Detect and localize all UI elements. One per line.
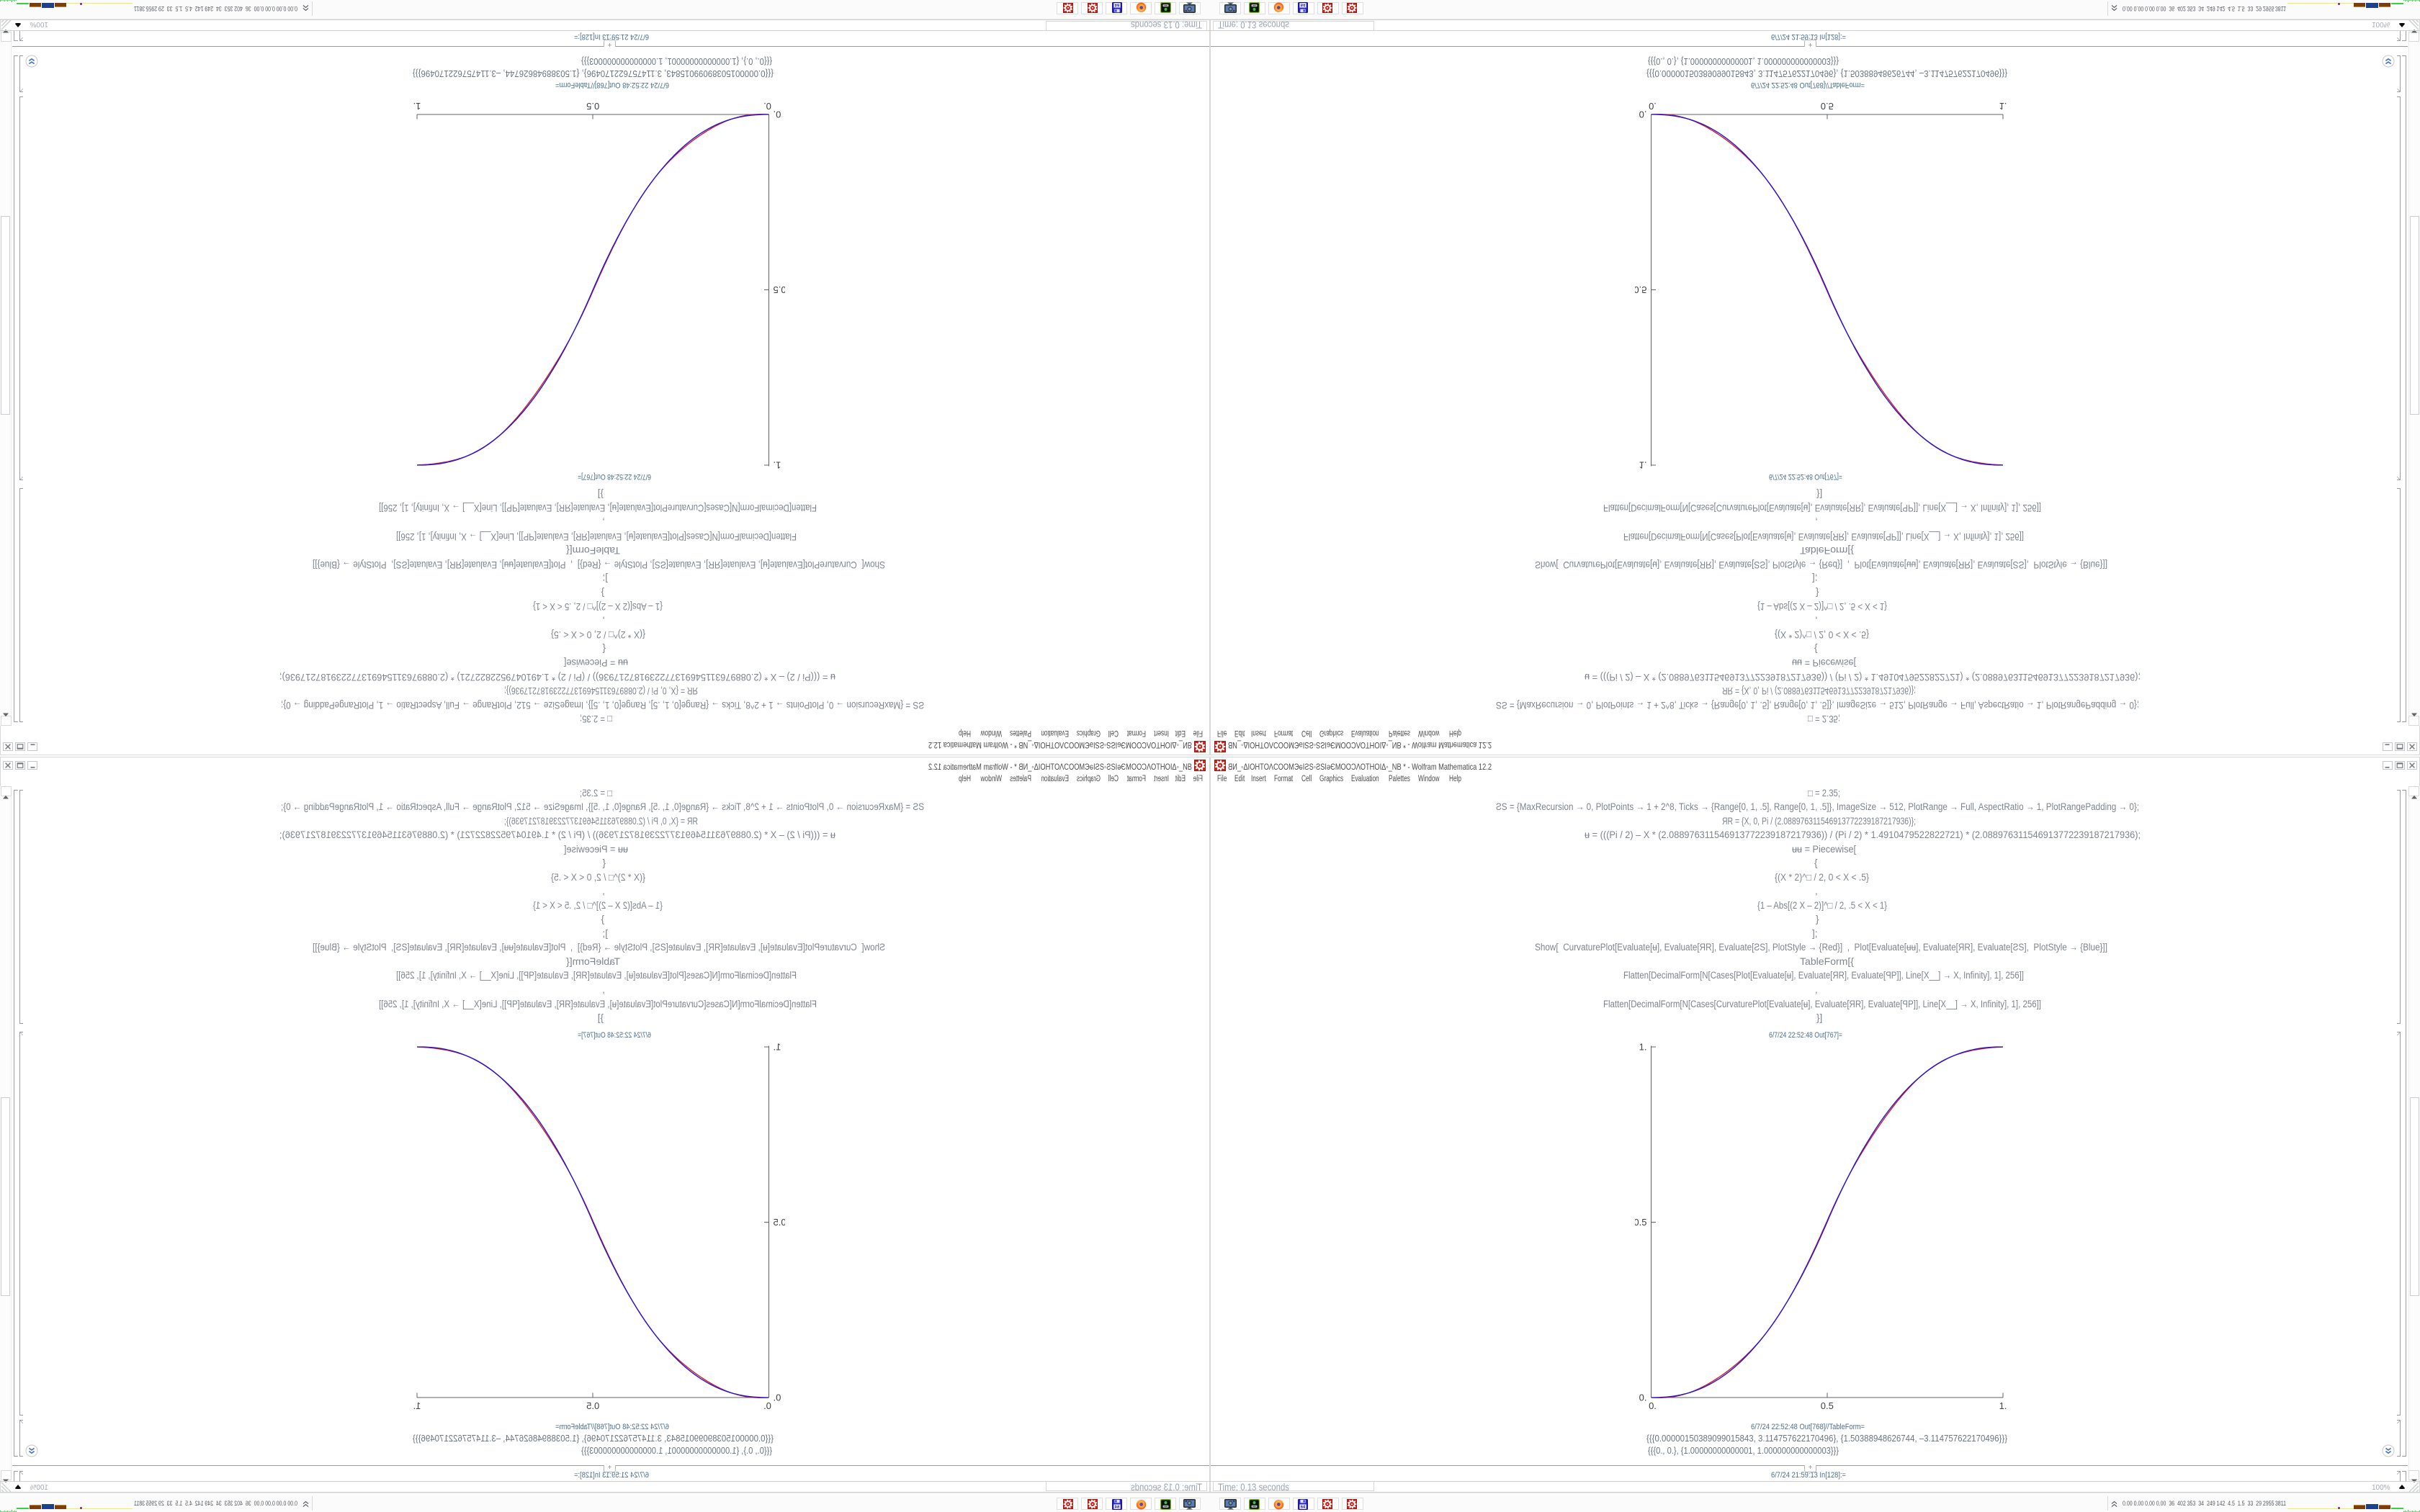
svg-text:0.5: 0.5 bbox=[1821, 101, 1834, 112]
svg-text:64: 64 bbox=[1114, 3, 1119, 7]
svg-text:0.5: 0.5 bbox=[774, 284, 786, 295]
svg-text:1.: 1. bbox=[774, 1043, 781, 1053]
svg-text:1.: 1. bbox=[413, 101, 421, 112]
svg-text:0.5: 0.5 bbox=[1635, 1217, 1647, 1228]
svg-text:64: 64 bbox=[1301, 1505, 1306, 1509]
svg-text:0.5: 0.5 bbox=[586, 1400, 599, 1411]
svg-text:1.: 1. bbox=[413, 1400, 421, 1411]
svg-text:64: 64 bbox=[1301, 3, 1306, 7]
svg-text:0.5: 0.5 bbox=[1821, 1400, 1834, 1411]
svg-text:1.: 1. bbox=[1639, 1043, 1647, 1053]
svg-text:0.: 0. bbox=[1649, 101, 1657, 112]
svg-text:1.: 1. bbox=[1639, 460, 1647, 470]
svg-text:0.: 0. bbox=[774, 1392, 781, 1403]
svg-text:1.: 1. bbox=[1999, 101, 2007, 112]
svg-text:1.: 1. bbox=[1999, 1400, 2007, 1411]
svg-text:1.: 1. bbox=[774, 460, 781, 470]
svg-text:0.5: 0.5 bbox=[774, 1217, 786, 1228]
svg-text:0.: 0. bbox=[1639, 109, 1647, 120]
svg-text:0.: 0. bbox=[763, 1400, 771, 1411]
svg-text:0.: 0. bbox=[1639, 1392, 1647, 1403]
svg-text:0.5: 0.5 bbox=[586, 101, 599, 112]
svg-text:64: 64 bbox=[1114, 1505, 1119, 1509]
svg-text:0.: 0. bbox=[774, 109, 781, 120]
svg-text:0.: 0. bbox=[1649, 1400, 1657, 1411]
svg-text:0.: 0. bbox=[763, 101, 771, 112]
svg-text:0.5: 0.5 bbox=[1635, 284, 1647, 295]
